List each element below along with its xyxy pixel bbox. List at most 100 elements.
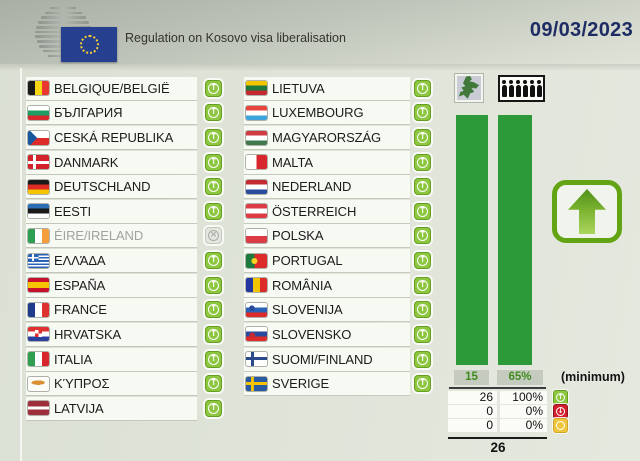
country-row: ITALIA (26, 347, 222, 372)
country-flag-icon (246, 179, 267, 194)
country-strip: BELGIQUE/BELGIË (26, 76, 197, 100)
vote-status-icon (205, 325, 222, 343)
country-strip: ESPAÑA (26, 273, 197, 297)
vote-glyph-icon (210, 182, 218, 191)
population-minimum: 65% (497, 370, 543, 385)
country-name: ΕΛΛΆΔΑ (54, 253, 106, 269)
vote-ring-icon (417, 353, 428, 365)
tally-table: 26 100% 0 0% 0 0% (448, 389, 568, 434)
member-states-minimum: 15 (454, 370, 489, 385)
vote-type-icon (553, 404, 568, 420)
vote-ring-icon (556, 392, 565, 402)
country-flag-icon (246, 327, 267, 342)
vote-glyph-icon (419, 355, 427, 364)
country-flag-icon (246, 352, 267, 366)
population-people-icon (498, 75, 545, 102)
vote-ring-icon (556, 421, 565, 431)
country-strip: EESTI (26, 199, 197, 223)
country-name: ITALIA (54, 351, 93, 367)
vote-status-icon (205, 301, 222, 319)
vote-ring-icon (208, 255, 219, 267)
eu-flag-icon (61, 27, 117, 62)
vote-glyph-icon (210, 84, 218, 93)
country-row: MAGYARORSZÁG (244, 125, 431, 150)
country-row: EESTI (26, 199, 222, 224)
country-name: SVERIGE (272, 376, 330, 392)
country-row: SVERIGE (244, 371, 431, 396)
country-flag-icon (246, 155, 267, 170)
country-strip: MALTA (244, 150, 410, 174)
vote-status-icon (205, 375, 222, 393)
person-icon (536, 80, 542, 97)
country-row: BELGIQUE/BELGIË (26, 76, 222, 101)
europe-land-icon (458, 76, 480, 99)
country-strip: ÉIRE/IRELAND (26, 224, 197, 248)
country-flag-icon (28, 401, 49, 416)
country-strip: POLSKA (244, 224, 410, 248)
tally-row: 26 100% (448, 389, 568, 405)
vote-ring-icon (208, 304, 219, 316)
vote-ring-icon (417, 279, 428, 291)
vote-status-icon (414, 79, 431, 97)
country-name: ESPAÑA (54, 277, 106, 293)
country-strip: PORTUGAL (244, 249, 410, 273)
country-strip: DANMARK (26, 150, 197, 174)
country-strip: HRVATSKA (26, 322, 197, 346)
country-row: PORTUGAL (244, 248, 431, 273)
country-row: ΕΛΛΆΔΑ (26, 248, 222, 273)
vote-ring-icon (417, 255, 428, 267)
vote-ring-icon (417, 107, 428, 119)
vote-ring-icon (417, 205, 428, 217)
vote-glyph-icon (419, 305, 427, 314)
country-name: NEDERLAND (272, 179, 352, 195)
vote-status-icon (414, 276, 431, 294)
minimum-label: (minimum) (561, 370, 625, 384)
country-flag-icon (28, 155, 49, 170)
person-icon (522, 80, 528, 97)
country-flag-icon (246, 278, 267, 293)
country-flag-icon (28, 81, 49, 96)
vote-ring-icon (417, 378, 428, 390)
vote-type-icon (553, 389, 568, 405)
country-flag-icon (246, 376, 267, 391)
country-row: SLOVENIJA (244, 297, 431, 322)
vote-ring-icon (417, 132, 428, 144)
country-flag-icon (28, 327, 49, 342)
country-name: БЪЛГАРИЯ (54, 105, 123, 121)
vote-status-icon (205, 178, 222, 196)
tally-percent: 0% (500, 405, 547, 419)
country-name: POLSKA (272, 228, 324, 244)
country-name: ÖSTERREICH (272, 203, 357, 219)
vote-glyph-icon (558, 408, 564, 415)
country-flag-icon (246, 253, 267, 268)
vote-glyph-icon (210, 158, 218, 167)
country-name: LATVIJA (54, 400, 104, 416)
tally-total-rule (448, 436, 547, 440)
vote-ring-icon (208, 230, 219, 242)
vote-status-icon (414, 227, 431, 245)
vote-glyph-icon (210, 133, 218, 142)
vote-ring-icon (556, 407, 565, 417)
vote-glyph-icon (419, 231, 427, 240)
country-flag-icon (246, 302, 267, 317)
country-flag-icon (28, 376, 49, 391)
country-flag-icon (28, 228, 49, 243)
country-name: SLOVENIJA (272, 302, 343, 318)
country-name: EESTI (54, 203, 92, 219)
country-flag-icon (246, 81, 267, 96)
country-name: SUOMI/FINLAND (272, 351, 373, 367)
country-strip: ITALIA (26, 347, 197, 371)
vote-status-icon (205, 202, 222, 220)
country-flag-icon (246, 228, 267, 243)
vote-glyph-icon (210, 330, 218, 339)
vote-glyph-icon (210, 404, 218, 413)
country-row: ROMÂNIA (244, 273, 431, 298)
vote-status-icon (414, 350, 431, 368)
eu-stars-icon (79, 35, 99, 54)
country-name: MALTA (272, 154, 313, 170)
country-strip: ΕΛΛΆΔΑ (26, 249, 197, 273)
vote-glyph-icon (419, 207, 427, 216)
vote-glyph-icon (419, 256, 427, 265)
country-row: LATVIJA (26, 396, 222, 421)
vote-type-icon (553, 418, 568, 434)
